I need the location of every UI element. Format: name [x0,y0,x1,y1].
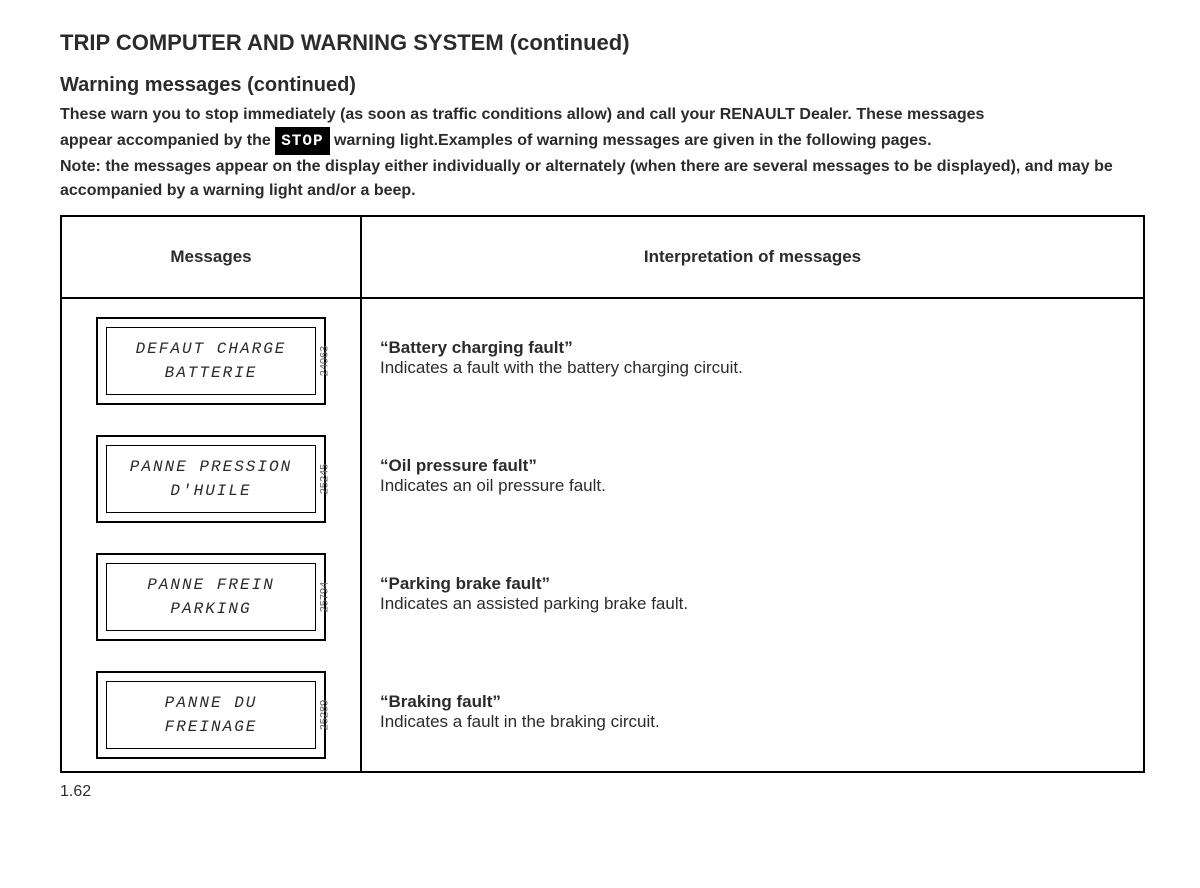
ref-number: 24063 [319,346,331,377]
page-number: 1.62 [60,783,1145,801]
messages-table: Messages Interpretation of messages DEFA… [60,215,1145,773]
display-panel: PANNE DU FREINAGE 25289 [96,671,326,759]
interp-desc: Indicates a fault with the battery charg… [380,358,1125,378]
section-title: Warning messages (continued) [60,74,1145,97]
display-line: PANNE DU [165,691,258,715]
table-row: PANNE FREIN PARKING 25794 “Parking brake… [61,535,1144,653]
interp-desc: Indicates a fault in the braking circuit… [380,712,1125,732]
interp-desc: Indicates an assisted parking brake faul… [380,594,1125,614]
display-panel: DEFAUT CHARGE BATTERIE 24063 [96,317,326,405]
interp-title: “Oil pressure fault” [380,456,1125,476]
ref-number: 25794 [319,582,331,613]
display-line: D'HUILE [170,479,251,503]
display-line: PANNE FREIN [147,573,275,597]
interp-desc: Indicates an oil pressure fault. [380,476,1125,496]
display-line: PARKING [170,597,251,621]
table-row: PANNE PRESSION D'HUILE 25245 “Oil pressu… [61,417,1144,535]
intro-line2c: Examples of warning messages are given i… [438,132,931,149]
table-row: PANNE DU FREINAGE 25289 “Braking fault” … [61,653,1144,772]
col-header-messages: Messages [61,216,361,298]
display-line: FREINAGE [165,715,258,739]
col-header-interp: Interpretation of messages [361,216,1144,298]
intro-line2b: warning light. [334,132,438,149]
stop-icon: STOP [275,127,329,155]
intro-note: Note: the messages appear on the display… [60,158,1113,199]
ref-number: 25245 [319,464,331,495]
interp-title: “Braking fault” [380,692,1125,712]
intro-line1: These warn you to stop immediately (as s… [60,106,984,123]
display-line: BATTERIE [165,361,258,385]
interp-title: “Parking brake fault” [380,574,1125,594]
ref-number: 25289 [319,700,331,731]
interp-title: “Battery charging fault” [380,338,1125,358]
intro-text: These warn you to stop immediately (as s… [60,103,1145,203]
display-line: PANNE PRESSION [130,455,292,479]
display-panel: PANNE FREIN PARKING 25794 [96,553,326,641]
table-row: DEFAUT CHARGE BATTERIE 24063 “Battery ch… [61,298,1144,417]
display-line: DEFAUT CHARGE [136,337,287,361]
page-title: TRIP COMPUTER AND WARNING SYSTEM (contin… [60,30,1145,56]
display-panel: PANNE PRESSION D'HUILE 25245 [96,435,326,523]
intro-line2a: appear accompanied by the [60,132,275,149]
